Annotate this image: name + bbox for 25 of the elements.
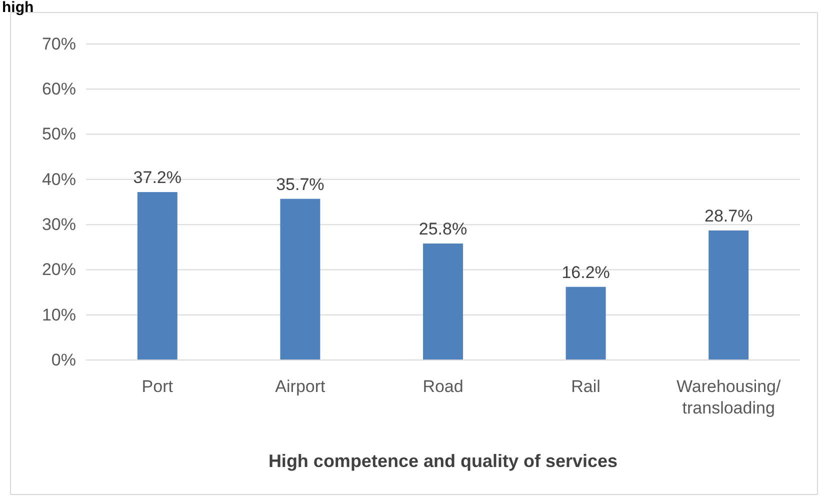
bar <box>280 198 320 360</box>
y-tick-label: 20% <box>42 260 76 280</box>
x-tick-label: Road <box>422 377 464 396</box>
text: high <box>2 0 34 16</box>
x-axis-title: High competence and quality of services <box>268 451 618 471</box>
y-tick-label: 30% <box>42 215 76 234</box>
x-tick-label: Airport <box>275 377 326 396</box>
y-tick-label: 40% <box>42 170 76 189</box>
data-label: 28.7% <box>704 206 753 226</box>
data-label: 16.2% <box>562 262 610 282</box>
x-tick-label: Rail <box>571 377 600 396</box>
bar <box>423 244 463 360</box>
data-label: 25.8% <box>418 220 468 239</box>
bar <box>708 230 749 360</box>
bar <box>137 192 178 360</box>
y-tick-label: 70% <box>42 34 76 54</box>
data-label: 35.7% <box>276 174 324 194</box>
y-tick-label: 0% <box>51 350 76 370</box>
x-tick-label: Port <box>142 377 174 396</box>
y-tick-label: 10% <box>42 305 76 324</box>
data-label: 37.2% <box>133 168 182 188</box>
y-tick-label: 60% <box>42 80 76 99</box>
y-tick-label: 50% <box>42 124 76 144</box>
x-tick-label: Warehousing/ transloading <box>676 377 781 418</box>
bar <box>566 286 606 360</box>
